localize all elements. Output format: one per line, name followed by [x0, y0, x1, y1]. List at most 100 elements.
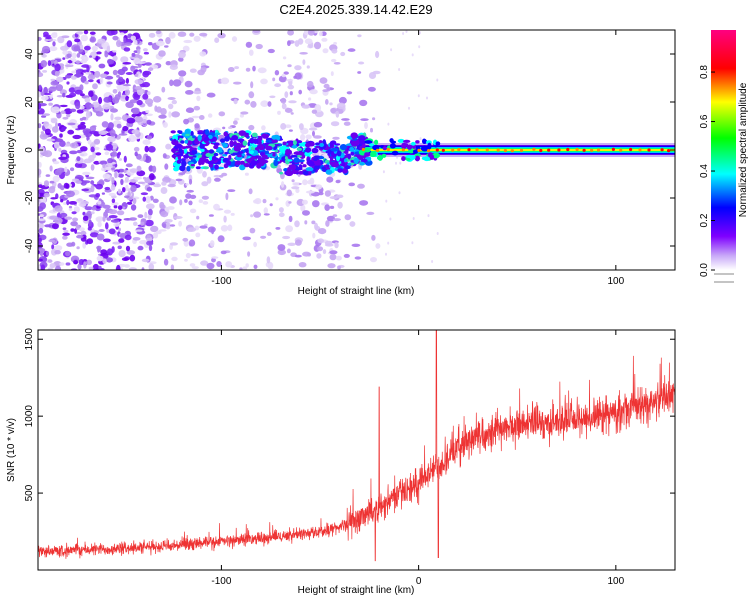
band-blob [197, 134, 202, 142]
scatter-blob [367, 86, 376, 92]
scatter-blob [108, 209, 118, 215]
scatter-blob [54, 245, 63, 251]
scatter-blob [120, 56, 129, 63]
scatter-blob [66, 199, 70, 206]
scatter-blob [316, 253, 322, 259]
scatter-blob [105, 166, 113, 170]
scatter-blob [228, 67, 235, 72]
scatter-blob [175, 178, 183, 182]
scatter-blob [89, 130, 99, 135]
band-blob [233, 141, 237, 145]
scatter-blob [217, 235, 225, 243]
scatter-blob [53, 141, 60, 149]
scatter-blob [47, 267, 53, 270]
scatter-blob [325, 99, 329, 105]
scatter-blob [80, 105, 85, 110]
colorbar-tick-label: 0.4 [699, 164, 710, 178]
band-blob [252, 144, 258, 148]
scatter-blob [56, 76, 64, 83]
scatter-blob [38, 237, 42, 243]
band-blob [190, 130, 194, 137]
band-blob [290, 154, 298, 158]
scatter-blob [95, 152, 102, 156]
scatter-blob [91, 206, 97, 211]
scatter-blob [62, 227, 67, 230]
scatter-blob [85, 71, 92, 75]
band-blob [236, 154, 242, 158]
scatter-blob [274, 70, 280, 76]
scatter-blob [89, 232, 99, 238]
scatter-blob [164, 163, 169, 170]
scatter-blob [89, 31, 96, 35]
scatter-blob [133, 93, 141, 101]
scatter-blob [129, 178, 138, 183]
scatter-blob [101, 192, 105, 195]
scatter-blob [371, 234, 376, 241]
scatter-blob [140, 192, 149, 196]
scatter-blob [289, 91, 293, 96]
scatter-blob [351, 243, 361, 247]
scatter-blob [223, 209, 232, 214]
scatter-blob [75, 60, 81, 64]
scatter-blob [185, 107, 195, 113]
scatter-blob [193, 90, 202, 95]
scatter-blob [336, 194, 344, 199]
scatter-blob [87, 79, 94, 83]
band-blob [341, 168, 348, 174]
line-peak-dot [638, 148, 642, 152]
scatter-blob [347, 48, 356, 52]
scatter-blob [302, 59, 306, 65]
scatter-blob [84, 97, 91, 103]
x-tick-label: -100 [211, 276, 231, 287]
scatter-blob [290, 112, 294, 115]
scatter-blob [169, 64, 178, 70]
spectrogram-axes: -100 100 -40 -20 0 20 40 [24, 30, 675, 287]
scatter-blob [133, 146, 140, 152]
scatter-blob [54, 70, 60, 77]
scatter-blob [75, 102, 81, 110]
scatter-blob [47, 60, 52, 67]
scatter-blob [302, 210, 310, 216]
scatter-blob [49, 46, 58, 52]
line-blob [382, 146, 387, 151]
band-blob [248, 139, 256, 143]
scatter-blob [55, 265, 61, 270]
scatter-blob [69, 92, 77, 98]
scatter-blob [90, 184, 95, 193]
scatter-blob [160, 211, 169, 218]
scatter-blob [225, 261, 233, 268]
scatter-blob [88, 90, 94, 97]
scatter-blob [168, 111, 172, 118]
scatter-blob [136, 165, 142, 172]
band-blob [279, 171, 284, 175]
scatter-blob [247, 251, 251, 257]
line-peak-dot [426, 149, 431, 153]
scatter-blob [287, 84, 295, 90]
scatter-blob [82, 116, 87, 121]
band-blob [366, 156, 372, 162]
scatter-blob [118, 158, 122, 161]
scatter-blob [274, 83, 281, 88]
scatter-blob [106, 248, 113, 256]
scatter-blob [118, 133, 128, 136]
band-blob [178, 148, 183, 153]
band-blob [203, 166, 209, 170]
scatter-blob [285, 225, 293, 233]
band-blob [285, 148, 290, 156]
scatter-blob [117, 205, 123, 211]
scatter-blob [123, 37, 127, 44]
scatter-blob [82, 215, 89, 221]
scatter-blob [228, 126, 233, 129]
scatter-blob [307, 179, 314, 185]
scatter-blob [287, 64, 292, 68]
scatter-blob [341, 118, 350, 121]
band-blob [222, 153, 228, 157]
scatter-blob [125, 72, 133, 75]
scatter-blob [65, 262, 71, 266]
band-blob [186, 129, 190, 135]
scatter-blob [134, 79, 144, 85]
scatter-blob [38, 247, 46, 253]
y-tick-label: -20 [24, 190, 35, 205]
scatter-blob [66, 81, 70, 85]
band-blob [274, 150, 279, 153]
